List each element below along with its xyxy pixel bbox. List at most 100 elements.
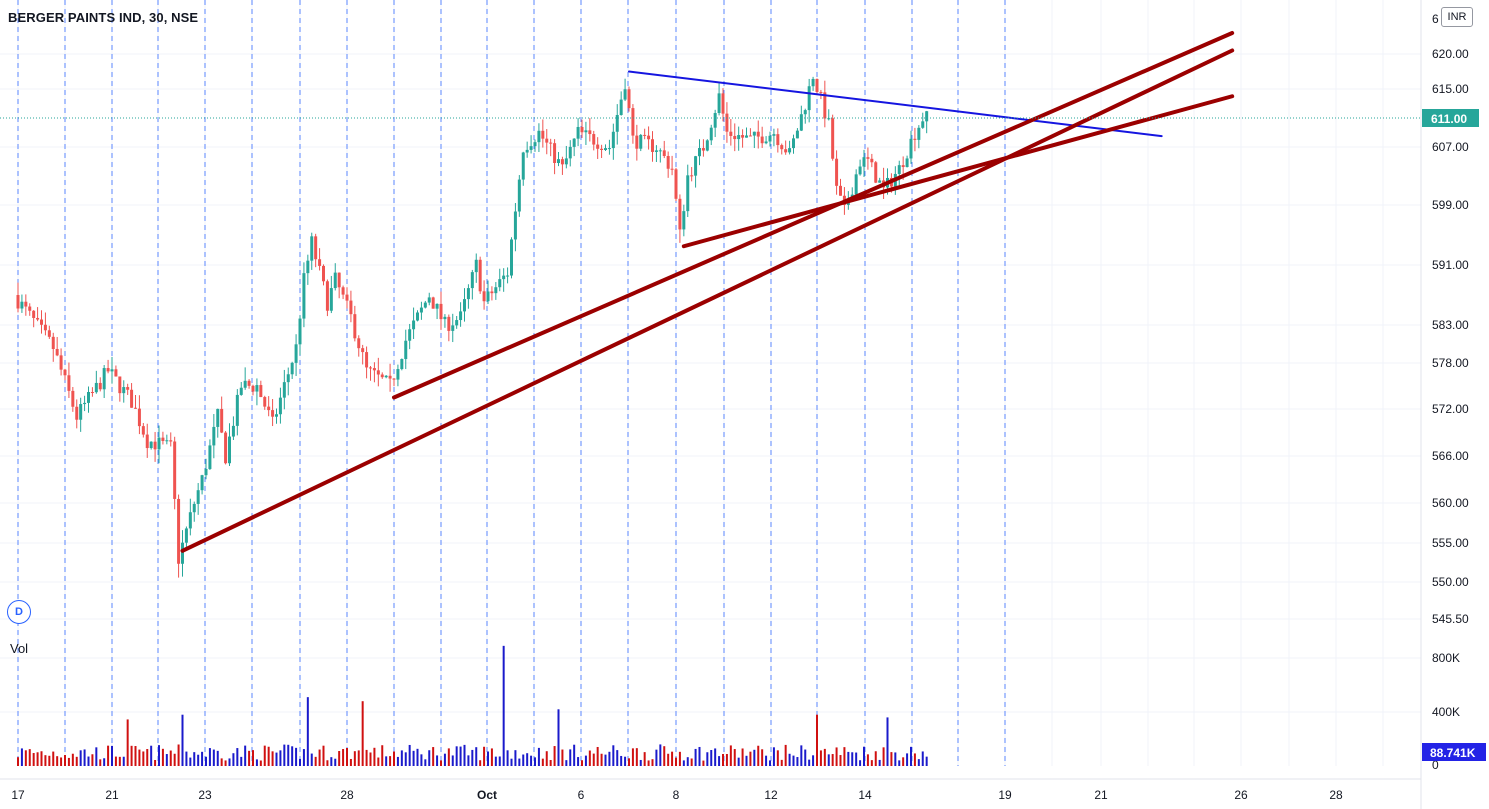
time-tick-label: 17	[11, 788, 25, 802]
volume-bar	[761, 749, 764, 766]
price-tick-label: 566.00	[1432, 449, 1469, 463]
candle-body	[325, 281, 329, 311]
price-tick-label: 615.00	[1432, 82, 1469, 96]
volume-bar	[189, 757, 192, 766]
volume-bar	[75, 756, 78, 766]
volume-bar	[510, 758, 513, 766]
volume-bar	[118, 756, 121, 766]
volume-bar	[855, 752, 858, 766]
volume-bar	[839, 755, 842, 766]
candle-body	[760, 136, 764, 144]
volume-bar	[537, 747, 540, 766]
time-tick-label: 21	[1094, 788, 1108, 802]
volume-bar	[161, 748, 164, 766]
volume-bar	[831, 754, 834, 766]
candle-body	[698, 148, 701, 157]
volume-bar	[581, 760, 583, 766]
volume-bar	[197, 754, 200, 766]
candle-body	[263, 397, 267, 407]
volume-bar	[365, 749, 368, 766]
candle-body	[909, 138, 913, 159]
candle-body	[819, 91, 823, 93]
price-tick-label: 578.00	[1432, 356, 1469, 370]
support-trendline	[180, 48, 1235, 553]
candle-body	[568, 146, 572, 159]
volume-bar	[232, 753, 235, 766]
candle-body	[901, 165, 905, 168]
volume-bar	[718, 756, 721, 766]
volume-bar	[263, 745, 266, 766]
volume-bar	[357, 750, 360, 766]
time-axis[interactable]: 17 21 23 28 Oct 6 8 12 14 19 21 26 28	[0, 778, 1421, 802]
price-tick-label: 555.00	[1432, 536, 1469, 550]
volume-bar	[592, 753, 595, 766]
price-axis[interactable]: 6 620.00 615.00 607.00 599.00 591.00 583.00 578…	[1420, 0, 1479, 809]
volume-bar	[216, 750, 219, 766]
candle-body	[913, 138, 917, 140]
candle-body	[106, 368, 110, 372]
interval-badge[interactable]: D	[7, 600, 31, 624]
volume-bar	[866, 754, 869, 766]
time-tick-label: 8	[673, 788, 680, 802]
candle-body	[803, 110, 807, 115]
volume-legend-label[interactable]: Vol	[10, 641, 29, 656]
time-tick-label: 6	[578, 788, 585, 802]
candle-body	[639, 134, 643, 149]
candle-body	[658, 150, 662, 152]
volume-bar	[534, 757, 536, 766]
volume-bar	[248, 750, 251, 766]
volume-bar	[459, 746, 462, 766]
trend-lines[interactable]	[180, 31, 1235, 553]
candle-body	[357, 338, 361, 349]
volume-bar	[400, 750, 403, 766]
volume-bar	[780, 759, 783, 766]
volume-bar	[596, 746, 599, 766]
time-tick-label: 12	[764, 788, 778, 802]
candle-body	[369, 367, 372, 369]
candle-body	[282, 382, 286, 398]
candle-body	[631, 108, 635, 136]
volume-bar	[667, 753, 670, 766]
volume-bar	[279, 750, 282, 766]
volume-bar	[757, 745, 760, 766]
volume-bar	[52, 751, 55, 766]
candle-body	[690, 175, 694, 177]
price-tick-label: 572.00	[1432, 402, 1469, 416]
volume-bar	[561, 749, 564, 766]
volume-bar	[917, 759, 920, 766]
volume-bar	[921, 751, 924, 766]
candle-body	[36, 317, 40, 320]
candle-body	[463, 299, 466, 312]
candle-body	[776, 134, 780, 146]
volume-bar	[498, 756, 501, 766]
symbol-title[interactable]: BERGER PAINTS IND, 30, NSE	[8, 10, 199, 25]
candle-body	[59, 355, 63, 370]
candle-body	[251, 385, 255, 392]
session-separators	[17, 0, 1006, 766]
volume-bar	[890, 752, 893, 766]
candle-body	[98, 382, 102, 390]
candle-body	[345, 294, 349, 301]
time-tick-label: 28	[1329, 788, 1343, 802]
candle-body	[149, 441, 153, 449]
volume-bar	[455, 746, 458, 766]
volume-bar	[483, 746, 486, 766]
volume-bar	[114, 756, 117, 766]
volume-bar	[130, 745, 133, 766]
currency-button[interactable]: INR	[1441, 7, 1473, 27]
volume-bar	[236, 748, 239, 766]
volume-bar	[577, 757, 580, 766]
candle-body	[173, 441, 177, 499]
volume-tick-label: 800K	[1432, 651, 1460, 665]
volume-bar	[882, 747, 885, 766]
volume-bar	[902, 757, 905, 766]
candle-body	[858, 166, 862, 175]
candle-body	[666, 155, 670, 169]
volume-bar	[631, 748, 634, 766]
volume-bar	[28, 749, 31, 766]
volume-bar	[494, 756, 497, 766]
candle-body	[502, 275, 506, 280]
candle-body	[24, 301, 28, 307]
last-price-tag	[1422, 109, 1479, 127]
